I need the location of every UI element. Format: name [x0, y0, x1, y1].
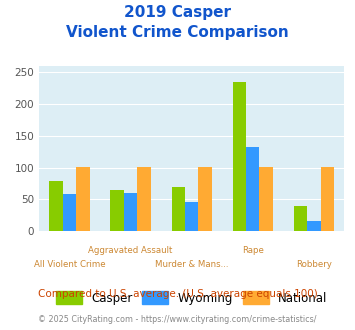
Bar — [185, 202, 198, 231]
Text: Aggravated Assault: Aggravated Assault — [88, 246, 173, 255]
Text: Robbery: Robbery — [296, 260, 332, 269]
Bar — [49, 181, 63, 231]
Bar — [307, 221, 321, 231]
Bar — [246, 147, 260, 231]
Bar — [63, 194, 76, 231]
Bar — [294, 206, 307, 231]
Bar — [137, 167, 151, 231]
Text: 2019 Casper: 2019 Casper — [124, 5, 231, 20]
Bar — [233, 82, 246, 231]
Bar — [198, 167, 212, 231]
Text: All Violent Crime: All Violent Crime — [34, 260, 105, 269]
Text: Rape: Rape — [242, 246, 264, 255]
Text: Violent Crime Comparison: Violent Crime Comparison — [66, 25, 289, 40]
Text: © 2025 CityRating.com - https://www.cityrating.com/crime-statistics/: © 2025 CityRating.com - https://www.city… — [38, 315, 317, 324]
Legend: Casper, Wyoming, National: Casper, Wyoming, National — [51, 286, 332, 309]
Bar — [171, 186, 185, 231]
Bar — [260, 167, 273, 231]
Bar — [110, 190, 124, 231]
Bar — [321, 167, 334, 231]
Bar — [124, 193, 137, 231]
Text: Compared to U.S. average. (U.S. average equals 100): Compared to U.S. average. (U.S. average … — [38, 289, 317, 299]
Text: Murder & Mans...: Murder & Mans... — [155, 260, 229, 269]
Bar — [76, 167, 90, 231]
